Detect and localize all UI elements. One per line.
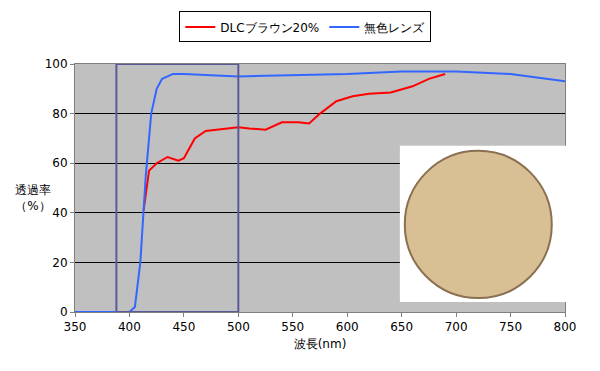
svg-text:無色レンズ: 無色レンズ <box>364 21 425 35</box>
svg-text:40: 40 <box>52 206 67 220</box>
svg-text:100: 100 <box>45 57 68 71</box>
svg-text:650: 650 <box>390 320 413 334</box>
svg-text:500: 500 <box>227 320 250 334</box>
svg-text:透過率（%）: 透過率（%） <box>15 183 51 213</box>
svg-text:800: 800 <box>554 320 577 334</box>
svg-text:350: 350 <box>64 320 87 334</box>
svg-text:700: 700 <box>445 320 468 334</box>
svg-text:0: 0 <box>60 305 68 319</box>
svg-text:750: 750 <box>499 320 522 334</box>
svg-text:600: 600 <box>336 320 359 334</box>
svg-text:DLCブラウン20%: DLCブラウン20% <box>220 21 319 35</box>
svg-text:60: 60 <box>52 156 67 170</box>
svg-text:20: 20 <box>52 256 67 270</box>
svg-text:400: 400 <box>118 320 141 334</box>
svg-text:450: 450 <box>172 320 195 334</box>
svg-text:550: 550 <box>281 320 304 334</box>
svg-text:80: 80 <box>52 107 67 121</box>
svg-text:波長(nm): 波長(nm) <box>294 337 347 351</box>
